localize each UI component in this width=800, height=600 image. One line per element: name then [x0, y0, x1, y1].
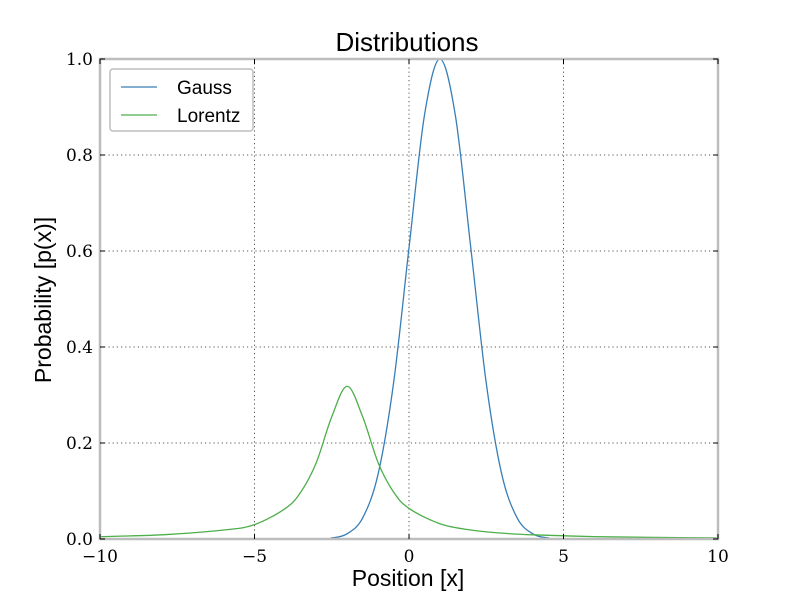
x-tick-label: 0 — [404, 547, 415, 567]
y-axis-label: Probability [p(x)] — [30, 217, 56, 383]
x-tick-label: 10 — [707, 547, 729, 567]
y-tick-label: 0.4 — [66, 338, 93, 358]
y-tick-label: 0.2 — [66, 434, 93, 454]
series-line-lorentz — [99, 385, 719, 539]
x-axis-label: Position [x] — [352, 565, 465, 591]
y-tick-label: 0.6 — [66, 242, 93, 262]
grid-layer — [100, 59, 718, 539]
x-tick-label: −10 — [82, 547, 118, 567]
x-tick-label: −5 — [242, 547, 267, 567]
chart-title: Distributions — [335, 27, 478, 57]
legend: Gauss Lorentz — [109, 68, 254, 132]
legend-label-gauss: Gauss — [177, 78, 232, 99]
y-tick-label: 0.8 — [66, 146, 93, 166]
y-tick-label: 1.0 — [66, 50, 93, 70]
y-tick-label: 0.0 — [66, 530, 93, 550]
x-tick-label: 5 — [558, 547, 569, 567]
legend-label-lorentz: Lorentz — [177, 106, 240, 127]
tick-layer: −10 −5 0 5 10 0.0 0.2 0.4 0.6 0.8 1.0 — [66, 50, 729, 567]
